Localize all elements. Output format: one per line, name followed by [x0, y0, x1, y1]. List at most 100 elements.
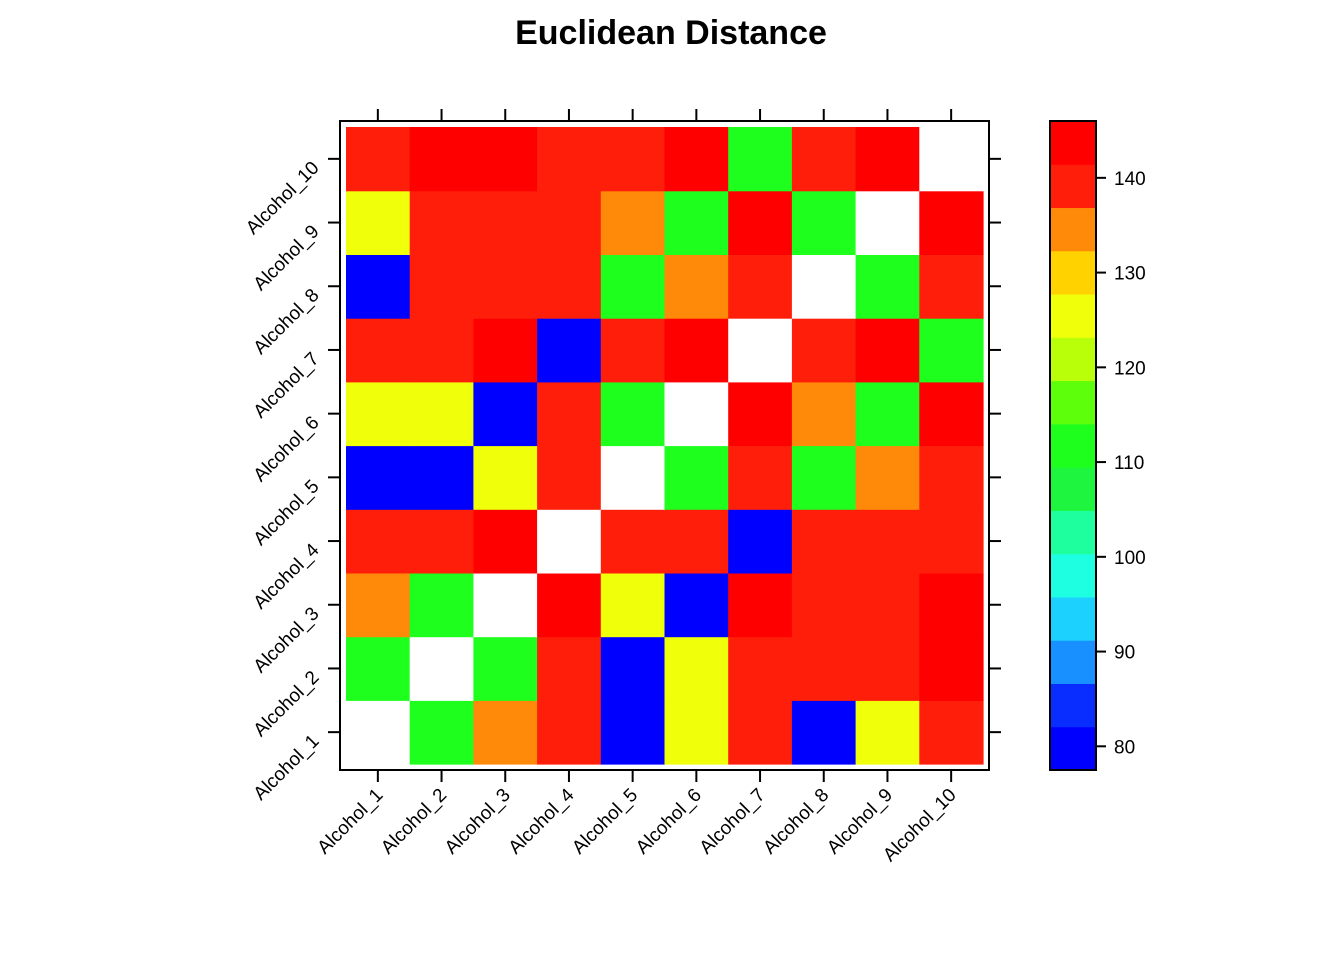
heatmap-cell-3-8	[791, 572, 857, 638]
heatmap-cell-6-1	[346, 381, 411, 447]
heatmap-cell-1-4	[537, 700, 602, 765]
y-tick-label-3: Alcohol_3	[250, 603, 324, 677]
heatmap-cell-10-4	[537, 127, 602, 192]
heatmap-cell-1-3	[473, 700, 538, 765]
y-tick-label-6: Alcohol_6	[250, 412, 324, 486]
heatmap-cell-5-8	[791, 445, 857, 510]
heatmap-cell-10-5	[600, 127, 666, 192]
colorbar-band-1	[1050, 726, 1096, 771]
heatmap-cell-7-10	[919, 318, 984, 383]
colorbar-tick-label-140: 140	[1114, 169, 1146, 190]
heatmap-cell-5-10	[919, 445, 984, 510]
heatmap-cell-5-4	[537, 445, 602, 510]
chart-title: Euclidean Distance	[515, 14, 827, 52]
heatmap-cell-2-4	[537, 636, 602, 701]
heatmap-cell-7-1	[346, 318, 411, 383]
heatmap-cell-7-4	[537, 318, 602, 383]
heatmap-cell-1-2	[409, 700, 474, 765]
colorbar-band-10	[1050, 337, 1096, 382]
heatmap-cell-2-6	[664, 636, 729, 701]
heatmap-cell-5-1	[346, 445, 411, 510]
heatmap-cell-4-2	[409, 509, 474, 574]
heatmap-cell-7-3	[473, 318, 538, 383]
heatmap-cell-3-2	[409, 572, 474, 638]
heatmap-cell-2-3	[473, 636, 538, 701]
colorbar-band-8	[1050, 423, 1096, 468]
colorbar-band-5	[1050, 553, 1096, 598]
heatmap-cell-7-2	[409, 318, 474, 383]
heatmap-cell-3-3	[473, 572, 538, 638]
heatmap-cell-8-3	[473, 254, 538, 319]
heatmap-cell-7-9	[855, 318, 920, 383]
heatmap-cell-4-8	[791, 509, 857, 574]
heatmap-cell-8-1	[346, 254, 411, 319]
heatmap-cell-10-10	[919, 127, 984, 192]
heatmap-cell-4-4	[537, 509, 602, 574]
heatmap-cell-6-8	[791, 381, 857, 447]
colorbar-band-15	[1050, 121, 1096, 165]
colorbar: 80 90 100 110 120 130 140	[1049, 120, 1146, 771]
heatmap-cell-9-10	[919, 190, 984, 255]
x-tick-label-7: Alcohol_7	[696, 785, 770, 859]
heatmap-cell-1-6	[664, 700, 729, 765]
x-tick-label-2: Alcohol_2	[377, 785, 451, 859]
heatmap-cell-3-1	[346, 572, 411, 638]
heatmap-cell-3-7	[728, 572, 793, 638]
colorbar-band-11	[1050, 294, 1096, 338]
y-tick-label-2: Alcohol_2	[250, 667, 324, 741]
heatmap-cell-9-3	[473, 190, 538, 255]
heatmap-cell-10-9	[855, 127, 920, 192]
heatmap-cell-9-9	[855, 190, 920, 255]
heatmap-cell-1-9	[855, 700, 920, 765]
colorbar-band-13	[1050, 207, 1096, 252]
heatmap-cell-9-6	[664, 190, 729, 255]
colorbar-tick-label-90: 90	[1114, 643, 1135, 664]
heatmap-cell-6-9	[855, 381, 920, 447]
y-tick-label-8: Alcohol_8	[250, 285, 324, 359]
plot-frame	[339, 120, 990, 771]
heatmap-cell-10-6	[664, 127, 729, 192]
heatmap-cell-2-1	[346, 636, 411, 701]
heatmap-cell-1-8	[791, 700, 857, 765]
y-tick-label-1: Alcohol_1	[250, 731, 324, 805]
heatmap-cell-4-5	[600, 509, 666, 574]
heatmap-cell-2-7	[728, 636, 793, 701]
heatmap-cell-1-10	[919, 700, 984, 765]
colorbar-tick-label-110: 110	[1114, 453, 1144, 474]
heatmap-cell-6-7	[728, 381, 793, 447]
heatmap-cell-8-5	[600, 254, 666, 319]
heatmap-cell-9-5	[600, 190, 666, 255]
colorbar-band-7	[1050, 467, 1096, 511]
heatmap-cell-9-7	[728, 190, 793, 255]
x-tick-label-3: Alcohol_3	[441, 785, 515, 859]
colorbar-band-2	[1050, 683, 1096, 728]
heatmap-cell-6-2	[409, 381, 474, 447]
heatmap-cell-4-9	[855, 509, 920, 574]
heatmap-cell-1-7	[728, 700, 793, 765]
x-tick-label-5: Alcohol_5	[568, 785, 642, 859]
colorbar-band-9	[1050, 380, 1096, 425]
heatmap-cell-5-7	[728, 445, 793, 510]
heatmap-cell-4-1	[346, 509, 411, 574]
heatmap-cell-4-3	[473, 509, 538, 574]
colorbar-band-14	[1050, 164, 1096, 209]
heatmap-cell-6-10	[919, 381, 984, 447]
colorbar-band-4	[1050, 596, 1096, 641]
colorbar-band-3	[1050, 640, 1096, 684]
x-tick-label-6: Alcohol_6	[632, 785, 706, 859]
heatmap-cell-9-1	[346, 190, 411, 255]
heatmap-cell-8-7	[728, 254, 793, 319]
heatmap-cell-2-2	[409, 636, 474, 701]
heatmap-cell-9-8	[791, 190, 857, 255]
x-tick-label-1: Alcohol_1	[314, 785, 388, 859]
y-tick-label-5: Alcohol_5	[250, 476, 324, 550]
heatmap-cell-10-7	[728, 127, 793, 192]
heatmap-cell-7-7	[728, 318, 793, 383]
heatmap-cell-5-5	[600, 445, 666, 510]
heatmap-cell-5-6	[664, 445, 729, 510]
heatmap-cell-4-7	[728, 509, 793, 574]
heatmap-cell-7-6	[664, 318, 729, 383]
heatmap-cell-5-3	[473, 445, 538, 510]
heatmap-cell-4-10	[919, 509, 984, 574]
